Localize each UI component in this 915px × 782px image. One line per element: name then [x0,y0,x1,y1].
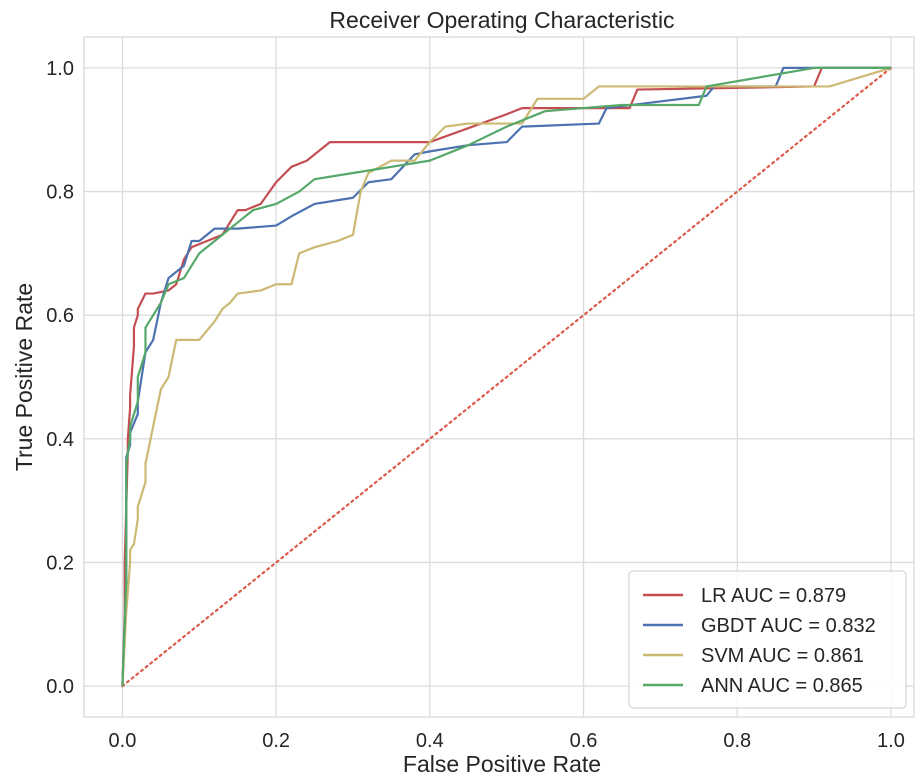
x-tick-label: 0.8 [723,730,751,752]
series-lines [121,66,892,687]
roc-curve-ann [121,66,891,687]
y-tick-label: 0.0 [46,676,74,698]
y-tick-label: 0.6 [46,305,74,327]
roc-curve-svm [121,66,892,687]
y-tick-label: 0.8 [46,182,74,204]
y-tick-label: 1.0 [46,58,74,80]
legend: LR AUC = 0.879 GBDT AUC = 0.832 SVM AUC = … [628,570,907,709]
chance-diagonal-line [121,66,893,688]
legend-label: LR AUC = 0.879 [701,585,846,607]
legend-label: GBDT AUC = 0.832 [701,615,876,637]
x-tick-label: 0.6 [570,730,598,752]
x-tick-label: 1.0 [877,730,905,752]
roc-curve-lr [121,66,891,687]
legend-items: LR AUC = 0.879 GBDT AUC = 0.832 SVM AUC = … [643,585,876,697]
y-tick-label: 0.2 [46,552,74,574]
reference-line [121,66,893,688]
y-axis-label: True Positive Rate [11,283,37,471]
x-tick-label: 0.0 [109,730,137,752]
x-tick-label: 0.4 [416,730,444,752]
x-axis-label: False Positive Rate [403,751,601,777]
chart-title: Receiver Operating Characteristic [329,7,674,33]
y-tick-label: 0.4 [46,429,74,451]
legend-label: ANN AUC = 0.865 [701,675,863,697]
x-tick-label: 0.2 [262,730,290,752]
legend-box [628,570,907,709]
legend-label: SVM AUC = 0.861 [701,645,864,667]
tick-labels: 0.0 0.2 0.4 0.6 0.8 1.0 0.0 0.2 0.4 0.6 0.8 1.0 [46,58,905,752]
